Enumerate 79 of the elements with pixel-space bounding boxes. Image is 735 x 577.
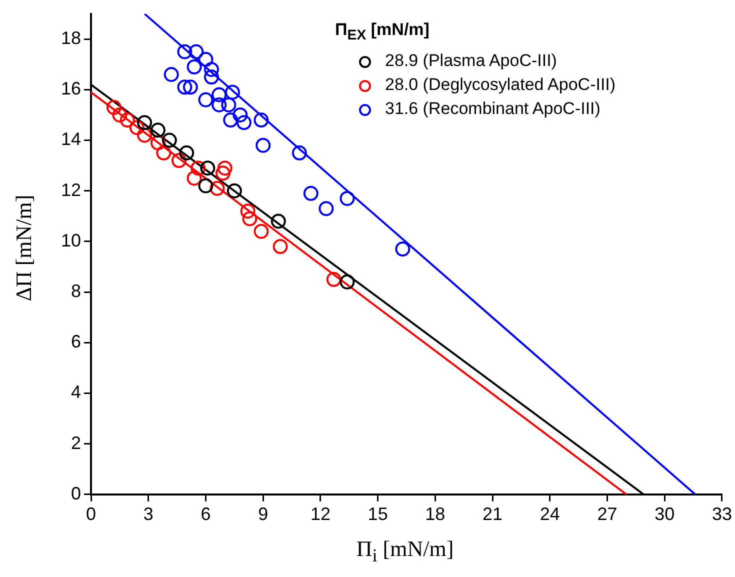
point <box>198 52 214 67</box>
point <box>318 201 334 216</box>
point <box>112 107 128 122</box>
point <box>177 44 192 60</box>
y-tick-label: 6 <box>71 332 82 352</box>
point <box>223 112 238 128</box>
legend-label: 28.9 (Plasma ApoC-III) <box>385 51 557 70</box>
y-tick-label: 2 <box>71 432 82 453</box>
point <box>232 107 248 122</box>
point <box>198 178 214 194</box>
point <box>204 62 219 77</box>
point <box>395 242 410 257</box>
point <box>150 135 166 150</box>
x-tick-label: 3 <box>143 504 154 524</box>
legend-label: 28.0 (Deglycosylated ApoC-III) <box>385 75 616 94</box>
legend-label: 31.6 (Recombinant ApoC-III) <box>385 99 600 118</box>
y-tick-label: 18 <box>60 28 82 48</box>
point <box>236 115 252 130</box>
legend-title: Π$_{EX}$ [mN/m] <box>335 19 430 46</box>
point <box>150 122 166 138</box>
point <box>212 87 227 102</box>
point <box>200 160 216 176</box>
x-tick-label: 21 <box>482 504 503 524</box>
point <box>137 128 152 143</box>
point <box>179 145 194 160</box>
point <box>210 180 225 196</box>
point <box>162 132 177 148</box>
x-tick-label: 33 <box>712 504 732 524</box>
point <box>256 138 271 153</box>
point <box>129 120 144 136</box>
y-tick-label: 14 <box>60 129 82 150</box>
y-tick-label: 0 <box>71 483 82 504</box>
y-tick-label: 12 <box>60 180 82 200</box>
point <box>303 186 318 201</box>
point <box>137 115 152 130</box>
point <box>177 80 192 95</box>
x-tick-label: 0 <box>86 504 96 524</box>
x-tick-label: 27 <box>597 504 618 524</box>
x-tick-label: 9 <box>258 504 268 524</box>
point <box>292 145 307 160</box>
point <box>340 274 355 290</box>
point <box>212 97 227 112</box>
point <box>240 204 256 219</box>
x-tick-label: 18 <box>425 504 446 524</box>
point <box>340 190 355 206</box>
y-tick-label: 16 <box>60 78 82 99</box>
point <box>226 183 242 198</box>
x-tick-label: 6 <box>200 504 211 524</box>
x-tick-label: 30 <box>654 504 675 524</box>
point <box>215 166 230 181</box>
point <box>198 92 214 108</box>
x-axis-title: Π$_{i}$ [mN/m] <box>355 536 455 566</box>
point <box>254 224 269 239</box>
point <box>221 97 236 112</box>
y-tick-label: 8 <box>71 281 82 302</box>
y-tick-label: 10 <box>60 230 82 250</box>
point <box>188 44 204 60</box>
point <box>120 112 135 128</box>
x-tick-label: 12 <box>310 504 330 524</box>
point <box>186 59 202 74</box>
point <box>106 100 122 115</box>
point <box>190 160 206 176</box>
point <box>270 214 286 229</box>
point <box>171 153 186 168</box>
x-tick-label: 24 <box>540 504 560 524</box>
point <box>217 160 232 176</box>
x-tick-label: 15 <box>368 504 388 524</box>
point <box>326 272 342 287</box>
point <box>186 170 202 186</box>
point <box>156 145 172 160</box>
point <box>225 84 240 100</box>
y-tick-label: 4 <box>71 382 82 402</box>
point <box>204 70 219 85</box>
point <box>164 67 179 82</box>
point <box>242 211 258 226</box>
point <box>182 80 198 95</box>
point <box>254 112 269 128</box>
y-axis-title: ΔΠ [mN/m] <box>11 194 37 304</box>
point <box>272 239 288 254</box>
